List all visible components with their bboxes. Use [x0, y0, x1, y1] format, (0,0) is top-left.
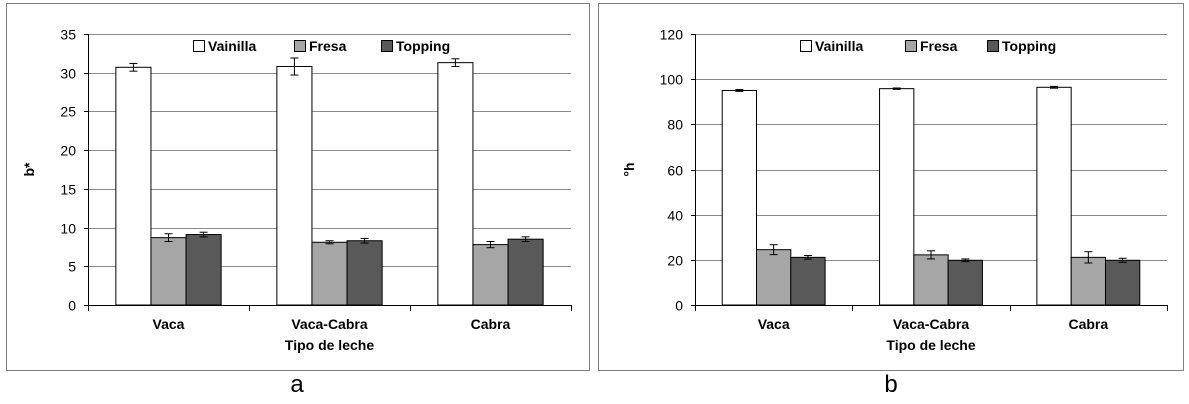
y-tick-label: 20 — [667, 253, 683, 269]
legend-swatch-fresa — [905, 40, 917, 52]
bar-topping — [507, 238, 544, 306]
legend-label-topping: Topping — [1002, 38, 1056, 54]
y-axis-title: b* — [21, 162, 37, 177]
bar-topping — [1104, 259, 1141, 306]
x-tick-label: Vaca — [153, 316, 185, 332]
y-tick-label: 30 — [60, 66, 76, 82]
bar-vainilla — [1036, 86, 1072, 306]
y-tick-label: 5 — [68, 259, 76, 275]
chart-panel-b: 0 20 40 60 80 100 120 Vaca Vaca-Cabra Cabra Vainil… — [594, 0, 1189, 399]
legend-label-fresa: Fresa — [920, 38, 958, 54]
x-axis-title: Tipo de leche — [285, 337, 374, 353]
legend-label-vainilla: Vainilla — [815, 38, 863, 54]
x-tick-label: Cabra — [1068, 316, 1108, 332]
bar-chart-b-star: 0 5 10 15 20 25 30 35 Vaca Vaca-Cabra Cabra Vainill… — [6, 3, 590, 398]
y-tick-label: 40 — [667, 208, 683, 224]
bar-fresa — [150, 237, 187, 306]
legend-swatch-fresa — [294, 40, 306, 52]
y-tick-label: 100 — [660, 72, 684, 88]
x-tick-label: Vaca — [758, 316, 790, 332]
bar-fresa — [472, 244, 509, 306]
y-tick-label: 15 — [60, 182, 76, 198]
legend-label-topping: Topping — [396, 38, 450, 54]
y-tick-label: 0 — [68, 298, 76, 314]
legend-swatch-vainilla — [193, 40, 205, 52]
bar-vainilla — [437, 62, 474, 306]
legend-swatch-topping — [381, 40, 393, 52]
bar-topping — [185, 234, 222, 306]
y-tick-label: 60 — [667, 163, 683, 179]
legend-label-fresa: Fresa — [309, 38, 347, 54]
bar-topping — [346, 240, 383, 306]
legend-label-vainilla: Vainilla — [208, 38, 256, 54]
bar-fresa — [913, 254, 949, 306]
y-tick-label: 80 — [667, 117, 683, 133]
panel-letter: a — [290, 371, 304, 398]
chart-panel-a: 0 5 10 15 20 25 30 35 Vaca Vaca-Cabra Cabra Vainill… — [0, 0, 595, 399]
x-tick-label: Vaca-Cabra — [893, 316, 969, 332]
y-tick-label: 10 — [60, 221, 76, 237]
bar-topping — [947, 259, 983, 306]
x-axis-title: Tipo de leche — [886, 337, 975, 353]
y-tick-label: 35 — [60, 27, 76, 43]
y-tick-label: 0 — [675, 298, 683, 314]
legend-swatch-topping — [987, 40, 999, 52]
y-axis-title: °h — [621, 162, 637, 176]
bar-topping — [790, 256, 826, 306]
bar-vainilla — [276, 66, 313, 306]
bar-vainilla — [879, 88, 915, 306]
bar-chart-hue-angle: 0 20 40 60 80 100 120 Vaca Vaca-Cabra Cabra Vainil… — [598, 3, 1184, 398]
bar-vainilla — [115, 66, 152, 306]
x-tick-label: Cabra — [471, 316, 511, 332]
x-tick-label: Vaca-Cabra — [291, 316, 367, 332]
y-tick-label: 25 — [60, 104, 76, 120]
bar-fresa — [756, 249, 792, 306]
bar-fresa — [311, 241, 348, 306]
y-tick-label: 20 — [60, 143, 76, 159]
bar-vainilla — [721, 89, 758, 306]
bar-fresa — [1070, 256, 1106, 306]
legend-swatch-vainilla — [800, 40, 812, 52]
panel-letter: b — [884, 371, 897, 398]
y-tick-label: 120 — [660, 27, 684, 43]
